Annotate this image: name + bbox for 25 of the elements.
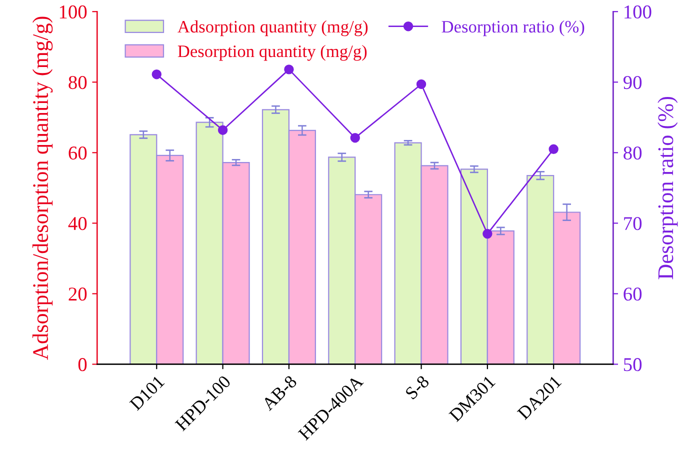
y-tick-label: 40	[68, 217, 87, 230]
y2-tick-label: 60	[624, 288, 642, 301]
point	[350, 132, 360, 143]
point	[482, 228, 492, 239]
legend-label: Adsorption quantity (mg/g)	[178, 20, 368, 36]
y-tick-label: 80	[68, 76, 87, 90]
y2-tick-label: 100	[624, 5, 652, 19]
legend-label: Desorption ratio (%)	[442, 20, 584, 36]
y-axis-title: Adsorption/desorption quantity (mg/g)	[32, 16, 53, 360]
y-tick-label: 100	[60, 5, 87, 19]
x-tick-label: S-8	[404, 374, 430, 400]
y2-tick-label: 80	[624, 146, 642, 160]
point	[152, 70, 162, 80]
y-tick-label: 0	[78, 358, 87, 372]
y-tick-label: 20	[68, 288, 87, 301]
point	[416, 79, 426, 90]
point	[284, 64, 294, 74]
point	[218, 125, 228, 135]
y2-axis-title: Desorption ratio (%)	[658, 96, 678, 280]
y2-tick-label: 50	[624, 358, 642, 372]
y-tick-label: 60	[68, 146, 87, 160]
legend-label: Desorption quantity (mg/g)	[178, 44, 367, 61]
point	[548, 144, 558, 154]
y2-tick-label: 70	[624, 217, 642, 230]
y2-tick-label: 90	[623, 76, 642, 90]
